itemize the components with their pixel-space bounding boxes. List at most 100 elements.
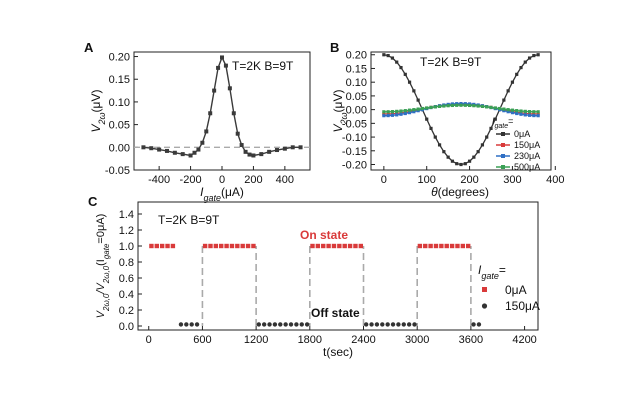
panel-b-ytick-label: -0.20 xyxy=(342,160,367,172)
panel-c-on-point xyxy=(417,243,423,249)
panel-c-legend-marker xyxy=(482,287,487,292)
panel-c-off-point xyxy=(278,322,283,327)
panel-c-off-point xyxy=(283,322,288,327)
panel-b-point xyxy=(455,102,459,106)
panel-b-point xyxy=(407,111,412,115)
panel-b: B 0 100 200 300 400-0.20-0.15-0.10-0.050.000… xyxy=(330,40,564,199)
panel-b-point xyxy=(472,104,476,108)
panel-a-ticks: -400 -200 0 200 400 -0.05 0.00 0.05 0.10 0.15 0.20 xyxy=(105,52,294,186)
panel-b-point xyxy=(493,117,497,121)
panel-c-on-point xyxy=(347,243,353,249)
panel-b-point xyxy=(506,108,510,112)
panel-b-legend-swatch-marker xyxy=(501,165,505,169)
panel-b-point xyxy=(527,113,532,117)
panel-b-point xyxy=(455,103,459,107)
panel-b-point xyxy=(502,107,506,111)
panel-a-point xyxy=(227,86,232,91)
panel-a-point xyxy=(282,146,287,151)
panel-c-on-point xyxy=(466,243,471,249)
panel-b-point xyxy=(442,104,446,108)
panel-b-point xyxy=(510,108,515,112)
panel-b-ylabel-unit: (μV) xyxy=(331,90,345,113)
panel-b-point xyxy=(382,114,386,118)
panel-b-point xyxy=(437,143,442,147)
panel-a-point xyxy=(247,152,252,157)
panel-a-ylabel-main: V xyxy=(89,123,103,132)
panel-c-on-point xyxy=(224,243,229,249)
panel-b-point xyxy=(429,126,433,130)
panel-a-ylabel: V2ω(μV) xyxy=(89,90,107,133)
panel-c-on-point xyxy=(159,243,165,249)
panel-c-on-point xyxy=(154,243,159,249)
panel-c-ytick-label: 1.4 xyxy=(119,209,134,221)
panel-c-off-point xyxy=(412,322,417,327)
panel-c-on-point xyxy=(331,243,337,249)
panel-b-point xyxy=(463,102,467,106)
panel-c-off-point xyxy=(189,322,194,327)
panel-b-xtick-label: 0 xyxy=(381,174,387,186)
panel-a-point xyxy=(239,143,244,148)
panel-b-ytick-label: 0.10 xyxy=(346,77,367,89)
panel-c-on-point xyxy=(455,243,460,249)
panel-c-legend: Igate= 0μA 150μA xyxy=(478,263,540,313)
panel-c-on-point xyxy=(444,243,449,249)
panel-b-point xyxy=(390,56,395,60)
panel-b-point xyxy=(459,103,463,107)
panel-b-point xyxy=(450,159,455,163)
panel-a-point xyxy=(165,148,169,153)
panel-c-on-point xyxy=(433,243,439,249)
panel-a-point xyxy=(157,147,162,152)
panel-a-point xyxy=(141,145,146,150)
panel-a-point xyxy=(149,146,154,151)
panel-b-point xyxy=(506,89,510,93)
panel-b-legend-swatch-marker xyxy=(501,154,505,158)
panel-a-xlabel: Igate(μA) xyxy=(200,185,244,203)
panel-b-legend-label: 150μA xyxy=(514,140,540,150)
panel-b-point xyxy=(455,162,459,166)
panel-a-point xyxy=(188,153,193,158)
panel-c-off-point xyxy=(267,322,272,327)
panel-a-point xyxy=(243,149,248,154)
panel-b-point xyxy=(407,80,412,84)
panel-c-on-point xyxy=(310,243,315,249)
panel-c-on-point xyxy=(337,243,342,249)
panel-b-point xyxy=(502,98,506,102)
panel-c-off-point xyxy=(380,322,385,327)
panel-b-legend-swatch-marker xyxy=(501,143,505,147)
panel-a-plot xyxy=(134,55,310,158)
panel-b-point xyxy=(407,108,412,112)
panel-a-point xyxy=(192,150,197,155)
panel-c-ytick-label: 0.2 xyxy=(119,305,134,317)
panel-c-legend-marker xyxy=(481,303,488,309)
panel-b-ytick-label: -0.10 xyxy=(342,132,367,144)
panel-b-point xyxy=(467,103,472,108)
panel-b-point xyxy=(382,112,386,116)
panel-b-point xyxy=(446,155,450,159)
panel-c-xtick-label: 600 xyxy=(193,334,211,346)
panel-b-point xyxy=(467,159,472,163)
panel-b-point xyxy=(382,53,386,57)
panel-b-frame xyxy=(370,51,552,171)
panel-b-point xyxy=(433,105,437,109)
panel-b-xlabel: θ(degrees) xyxy=(431,185,489,199)
panel-c-on-point xyxy=(321,243,326,249)
panel-b-legend-title-main: I xyxy=(492,116,495,126)
panel-b-point xyxy=(459,101,463,106)
panel-a-point xyxy=(235,131,240,136)
panel-b-point xyxy=(519,109,523,113)
panel-b-ytick-label: 0.15 xyxy=(346,63,367,75)
panel-a-xlabel-unit: (μA) xyxy=(221,185,244,199)
panel-b-point xyxy=(532,112,536,116)
panel-a-point xyxy=(298,145,303,150)
panel-b-legend-title: Igate= xyxy=(492,116,513,130)
panel-b-point xyxy=(536,53,540,57)
panel-b-point xyxy=(390,110,395,114)
panel-b-point xyxy=(425,117,429,121)
panel-b-point xyxy=(532,113,536,118)
panel-c-off-point xyxy=(288,322,294,327)
panel-c-legend-title-suffix: = xyxy=(499,263,506,277)
panel-c-on-point xyxy=(165,243,170,249)
panel-c-on-point xyxy=(423,243,428,249)
panel-c-off-point xyxy=(194,322,200,327)
